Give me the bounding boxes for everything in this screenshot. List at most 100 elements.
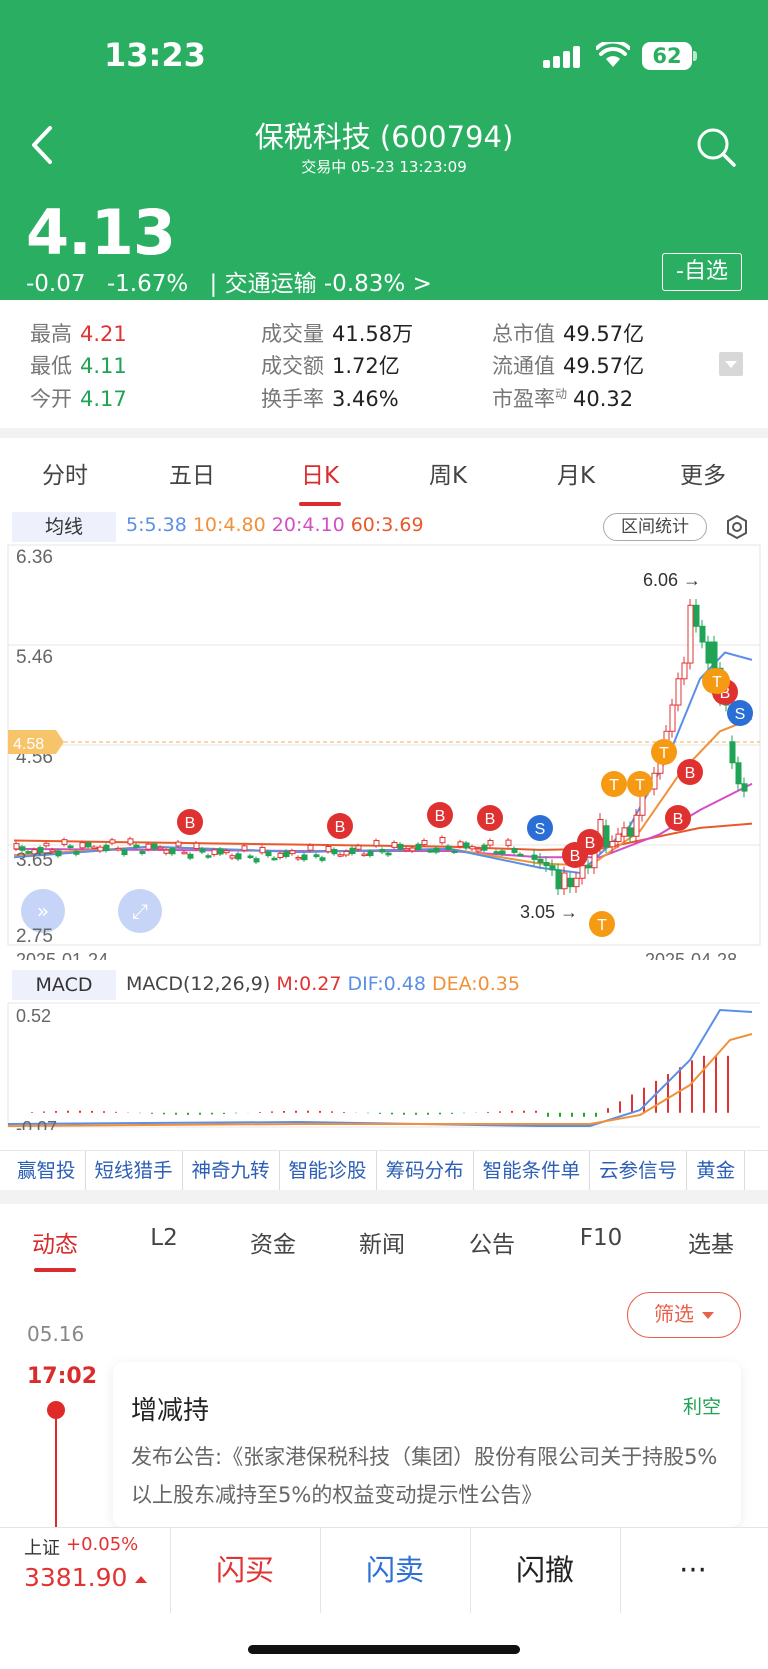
tab-daily-k[interactable]: 日K <box>300 463 340 489</box>
tool-cloud-signal[interactable]: 云参信号 <box>590 1151 688 1190</box>
home-indicator <box>248 1645 520 1654</box>
tab-more[interactable]: 更多 <box>680 463 726 489</box>
news-body: 发布公告:《张家港保税科技（集团）股份有限公司关于持股5%以上股东减持至5%的权… <box>131 1445 718 1507</box>
candle-body <box>79 842 86 849</box>
candle-body <box>169 848 176 855</box>
tab-weekly-k[interactable]: 周K <box>428 463 468 489</box>
back-button[interactable] <box>24 122 60 168</box>
tool-chip-distribution[interactable]: 筹码分布 <box>377 1151 474 1190</box>
separator <box>620 1527 621 1613</box>
tool-smart-diagnosis[interactable]: 智能诊股 <box>280 1151 377 1190</box>
candle-body <box>223 850 230 854</box>
news-card[interactable] <box>113 1362 741 1527</box>
trade-marker-label: S <box>735 706 746 723</box>
candle-body <box>361 853 368 857</box>
tab-l2[interactable]: L2 <box>150 1225 178 1251</box>
candle-body <box>511 848 518 853</box>
stat-amount: 成交额 1.72亿 <box>261 354 400 378</box>
candle-body <box>319 857 326 861</box>
wifi-icon <box>596 42 630 67</box>
candle-body <box>433 847 440 853</box>
candle-body <box>163 849 170 854</box>
tab-announcements[interactable]: 公告 <box>469 1232 515 1258</box>
tab-five-day[interactable]: 五日 <box>169 463 215 489</box>
tool-smart-condition-order[interactable]: 智能条件单 <box>474 1151 591 1190</box>
quick-buy-button[interactable]: 闪买 <box>215 1553 274 1587</box>
trade-marker-label: B <box>185 815 196 832</box>
watchlist-button[interactable]: -自选 <box>662 253 742 291</box>
candle-body <box>415 843 422 850</box>
settings-icon[interactable] <box>724 514 750 540</box>
candle-body <box>73 850 80 855</box>
tool-short-line-hunter[interactable]: 短线猎手 <box>86 1151 183 1190</box>
candle-body <box>325 845 332 853</box>
price-change-row: -0.07 -1.67% | 交通运输 -0.83% > <box>26 264 446 298</box>
tab-monthly-k[interactable]: 月K <box>556 463 596 489</box>
candle-body <box>603 825 610 848</box>
candle-body <box>537 858 544 864</box>
battery-icon: 62 <box>642 42 692 70</box>
candle-body <box>609 841 616 848</box>
cellular-signal-icon <box>543 46 583 68</box>
candle-body <box>133 844 140 848</box>
candle-body <box>349 847 356 855</box>
trade-marker-s <box>527 815 553 841</box>
ma10-value: 10:4.80 <box>192 514 266 536</box>
candle-body <box>573 877 580 888</box>
trade-marker-t <box>589 911 615 937</box>
candle-body <box>373 840 380 847</box>
macd-y-bottom: -0.07 <box>16 1118 57 1130</box>
macd-button[interactable]: MACD <box>12 970 116 1000</box>
kline-chart[interactable]: BBBBSBBTTTBTBBSTT»⤢ 6.365.464.563.652.75… <box>0 540 768 960</box>
candle-body <box>187 853 194 859</box>
search-icon[interactable] <box>695 126 737 168</box>
tab-dynamics[interactable]: 动态 <box>32 1232 78 1258</box>
macd-m: M:0.27 <box>276 973 342 995</box>
quick-cancel-button[interactable]: 闪撤 <box>515 1553 574 1587</box>
tab-fund-picks[interactable]: 选基 <box>688 1232 734 1258</box>
stat-high: 最高 4.21 <box>30 322 127 346</box>
candle-body <box>127 838 134 845</box>
candle-body <box>235 853 242 860</box>
trade-marker-label: B <box>685 765 696 782</box>
macd-dif-line <box>7 1008 753 1127</box>
filter-button[interactable]: 筛选 <box>627 1292 741 1338</box>
ma5-value: 5:5.38 <box>126 514 187 536</box>
status-time: 13:23 <box>104 36 206 74</box>
candle-body <box>487 840 494 846</box>
index-value[interactable]: 3381.90 <box>24 1563 147 1592</box>
tool-gold[interactable]: 黄金 <box>687 1151 746 1190</box>
candle-body <box>259 846 266 854</box>
tab-news[interactable]: 新闻 <box>359 1232 405 1258</box>
trade-marker-t <box>651 739 677 765</box>
candle-body <box>493 851 500 854</box>
candle-body <box>301 854 308 861</box>
stat-float-cap: 流通值 49.57亿 <box>492 354 645 378</box>
tab-funds[interactable]: 资金 <box>250 1232 296 1258</box>
ma60-line <box>13 822 753 851</box>
more-button[interactable]: ··· <box>679 1553 707 1587</box>
range-stats-button[interactable]: 区间统计 <box>603 513 707 541</box>
candle-body <box>729 741 736 764</box>
tab-intraday[interactable]: 分时 <box>42 463 88 489</box>
tool-ying-zhi-tou[interactable]: 赢智投 <box>0 1151 86 1190</box>
candle-body <box>579 865 586 879</box>
active-tab-indicator <box>299 502 341 506</box>
trade-marker-label: B <box>720 685 731 702</box>
candle-body <box>385 852 392 856</box>
candle-body <box>115 847 122 851</box>
stock-header: 13:23 62 保税科技 (600794) 交易中 05-23 13:23:0… <box>0 0 768 300</box>
candle-body <box>139 850 146 854</box>
candle-body <box>91 846 98 850</box>
tab-f10[interactable]: F10 <box>579 1225 623 1251</box>
trading-status: 交易中 05-23 13:23:09 <box>301 158 467 176</box>
tool-magic-nine[interactable]: 神奇九转 <box>183 1151 280 1190</box>
trade-marker-b <box>577 829 603 855</box>
expand-stats-button[interactable] <box>719 352 743 376</box>
quick-sell-button[interactable]: 闪卖 <box>365 1553 424 1587</box>
stat-low: 最低 4.11 <box>30 354 127 378</box>
candle-body <box>145 843 152 850</box>
candle-body <box>621 827 628 837</box>
sector-link[interactable]: | 交通运输 -0.83% > <box>209 271 432 297</box>
ma-button[interactable]: 均线 <box>12 512 116 542</box>
